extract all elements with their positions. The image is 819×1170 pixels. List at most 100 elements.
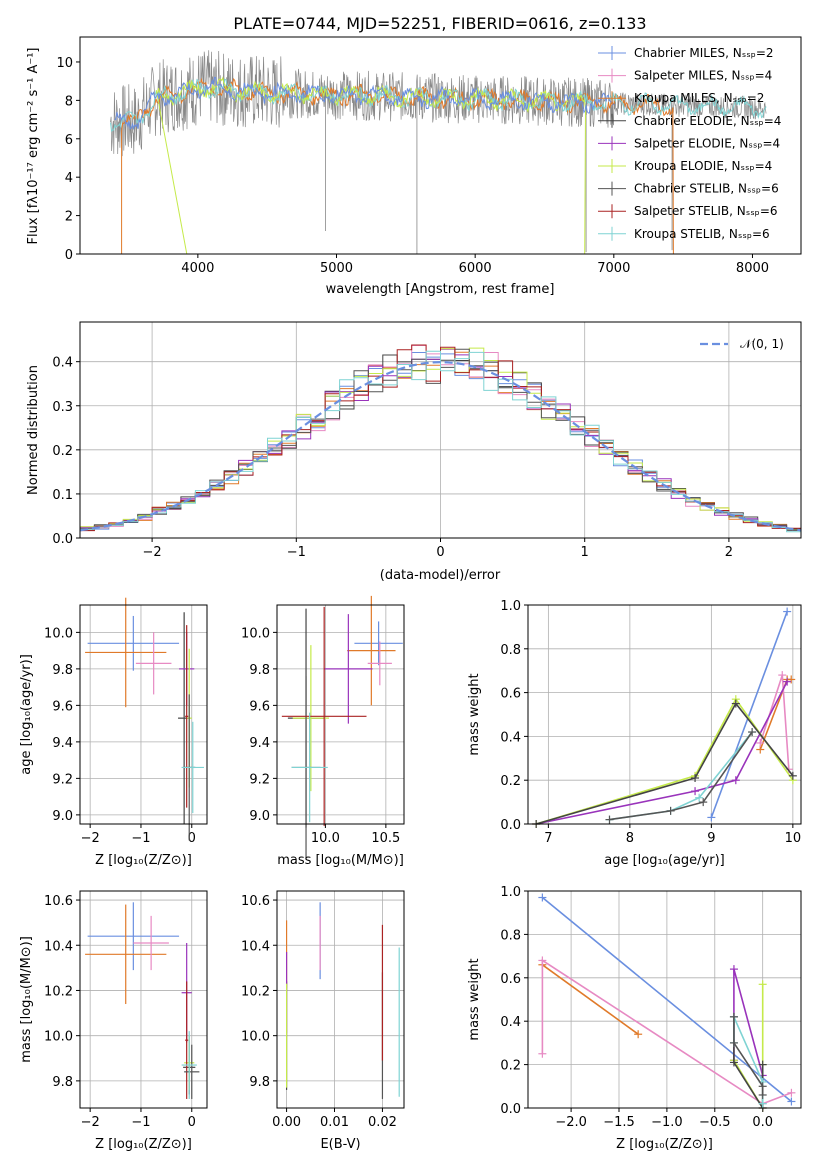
y-tick-label: 9.8 [52,663,73,678]
y-tick-label: 0.8 [500,643,521,658]
axes-frame [527,890,802,1109]
x-tick-label: −2 [81,831,100,846]
residual-legend-label: 𝒩(0, 1) [740,337,784,351]
x-tick-label: 4000 [181,261,214,276]
x-tick-label: 10.0 [311,831,340,846]
x-tick-label: −2 [143,545,162,560]
spectrum-legend: Chabrier MILES, Nₛₛₚ=2 Salpeter MILES, Nₛ… [598,46,781,241]
residual-legend: 𝒩(0, 1) [700,337,784,351]
x-tick-label: 0.0 [752,1115,773,1130]
spectrum-title: PLATE=0744, MJD=52251, FIBERID=0616, z=0… [233,14,646,33]
weight-vs-metallicity-panel: −2.0 −1.5 −1.0 −0.5 0.0 0.0 0.2 0.4 0.6 0.8 1.0 Z [… [467,885,802,1152]
x-tick-label: −1 [287,545,306,560]
x-tick-label: 8 [626,831,634,846]
residual-y-label: Normed distribution [26,365,41,495]
legend-label: Salpeter MILES, Nₛₛₚ=4 [634,69,772,83]
y-tick-label: 6 [65,133,73,148]
y-axis-label: mass [log₁₀(M/M⊙)] [19,936,34,1063]
x-tick-label: −2.0 [555,1115,587,1130]
x-tick-label: 2 [725,545,733,560]
y-tick-label: 9.8 [52,1075,73,1090]
axes-frame [276,604,405,825]
y-axis-label: age [log₁₀(age/yr)] [19,654,34,775]
y-tick-label: 10.4 [241,939,270,954]
x-tick-label: −0.5 [699,1115,731,1130]
y-tick-label: 0.1 [52,488,73,503]
y-tick-label: 10.6 [241,894,270,909]
x-tick-label: 0 [436,545,444,560]
y-tick-label: 8 [65,94,73,109]
y-tick-label: 0.3 [52,400,73,415]
x-tick-label: 0 [188,1115,196,1130]
x-tick-label: −1.5 [603,1115,635,1130]
age-vs-mass-panel: 10.0 10.5 9.0 9.2 9.4 9.6 9.8 10.0 mass [log₁₀(M… [241,595,405,868]
gaussian-curve [79,360,802,532]
legend-label: Kroupa STELIB, Nₛₛₚ=6 [634,227,770,241]
observed-spectrum [110,50,767,157]
y-tick-label: 10.4 [44,939,73,954]
y-tick-label: 10.0 [44,626,73,641]
axes-frame [527,604,802,825]
x-tick-label: 0.00 [272,1115,301,1130]
y-tick-label: 9.8 [249,663,270,678]
y-tick-label: 0.2 [500,774,521,789]
legend-label: Chabrier STELIB, Nₛₛₚ=6 [634,182,779,196]
x-tick-label: 9 [707,831,715,846]
y-tick-label: 0.6 [500,972,521,987]
model-spectrum [114,76,615,131]
x-tick-label: 0.02 [368,1115,397,1130]
x-tick-label: −1 [131,831,150,846]
x-axis-label: Z [log₁₀(Z/Z⊙)] [95,853,192,868]
legend-label: Salpeter ELODIE, Nₛₛₚ=4 [634,136,780,150]
y-tick-label: 10.0 [241,1030,270,1045]
x-tick-label: 1 [581,545,589,560]
spectrum-y-label: Flux [fλ10⁻¹⁷ erg cm⁻² s⁻¹ A⁻¹] [26,48,41,245]
y-tick-label: 0 [65,248,73,263]
y-tick-label: 10.0 [44,1030,73,1045]
y-tick-label: 10.6 [44,894,73,909]
x-axis-label: Z [log₁₀(Z/Z⊙)] [616,1137,713,1152]
residual-x-label: (data-model)/error [380,568,501,583]
x-axis-label: Z [log₁₀(Z/Z⊙)] [95,1137,192,1152]
residual-panel: −2 −1 0 1 2 0.0 0.1 0.2 0.3 0.4 𝒩(0, 1) (data-mod… [26,321,802,583]
y-tick-label: 9.8 [249,1075,270,1090]
spectrum-traces [110,50,767,255]
weight-series [733,984,764,1111]
x-tick-label: −2 [81,1115,100,1130]
y-tick-label: 10.2 [44,984,73,999]
y-tick-label: 0.6 [500,687,521,702]
legend-label: Kroupa MILES, Nₛₛₚ=2 [634,91,764,105]
x-axis-label: E(B-V) [320,1137,360,1152]
y-tick-label: 0.4 [500,1015,521,1030]
model-spectrum [110,78,767,133]
y-tick-label: 9.4 [249,736,270,751]
y-tick-label: 9.0 [52,809,73,824]
y-tick-label: 0.0 [500,1102,521,1117]
weight-series [535,702,794,825]
y-tick-label: 9.0 [249,809,270,824]
y-tick-label: 0.2 [500,1059,521,1074]
axes-frame [79,890,208,1109]
x-axis-label: mass [log₁₀(M/M⊙)] [277,853,404,868]
x-tick-label: 0 [188,831,196,846]
weight-vs-age-panel: 7 8 9 10 0.0 0.2 0.4 0.6 0.8 1.0 age [log₁₀(age/yr… [467,599,802,868]
y-tick-label: 0.4 [52,356,73,371]
x-tick-label: 7000 [597,261,630,276]
y-tick-label: 9.2 [52,772,73,787]
x-tick-label: −1.0 [651,1115,683,1130]
y-axis-label: mass weight [467,958,482,1040]
y-tick-label: 9.2 [249,772,270,787]
legend-label: Chabrier MILES, Nₛₛₚ=2 [634,46,774,60]
mass-vs-extinction-panel: 0.00 0.01 0.02 9.8 10.0 10.2 10.4 10.6 E(B-V) [241,890,405,1152]
legend-label: Chabrier ELODIE, Nₛₛₚ=4 [634,114,781,128]
model-spectrum [155,76,587,255]
spectrum-panel: PLATE=0744, MJD=52251, FIBERID=0616, z=0… [26,14,802,297]
y-tick-label: 10.0 [241,626,270,641]
axes-frame [276,890,405,1109]
y-tick-label: 0.0 [500,818,521,833]
x-tick-label: 0.01 [320,1115,349,1130]
spectrum-x-label: wavelength [Angstrom, rest frame] [326,282,555,297]
weight-series [710,611,788,818]
axes-frame [79,604,208,825]
